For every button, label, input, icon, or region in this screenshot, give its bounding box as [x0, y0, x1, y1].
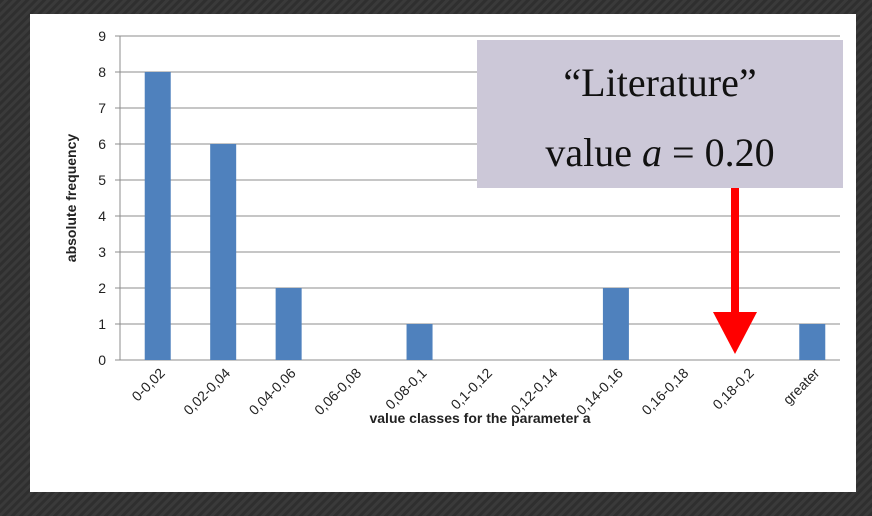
bar [602, 288, 629, 360]
annotation-text: = 0.20 [672, 130, 775, 175]
y-tick-label: 6 [98, 136, 106, 152]
y-tick-label: 9 [98, 28, 106, 44]
bar [144, 72, 171, 360]
annotation-line: “Literature” [563, 60, 756, 105]
arrow-shaft [731, 188, 739, 314]
y-tick-label: 0 [98, 352, 106, 368]
y-tick-label: 2 [98, 280, 106, 296]
bar [275, 288, 302, 360]
annotation-variable: a [642, 130, 662, 175]
y-axis-label: absolute frequency [63, 134, 79, 263]
bar [799, 324, 826, 360]
bar [406, 324, 433, 360]
annotation-line: value a = 0.20 [545, 130, 774, 175]
y-tick-label: 8 [98, 64, 106, 80]
bar [210, 144, 237, 360]
x-axis-label: value classes for the parameter a [369, 410, 590, 426]
y-tick-label: 1 [98, 316, 106, 332]
arrow-head [713, 312, 757, 354]
y-tick-label: 4 [98, 208, 106, 224]
annotation-box [477, 40, 843, 188]
y-tick-label: 7 [98, 100, 106, 116]
annotation-text: value [545, 130, 632, 175]
y-tick-label: 3 [98, 244, 106, 260]
y-tick-label: 5 [98, 172, 106, 188]
